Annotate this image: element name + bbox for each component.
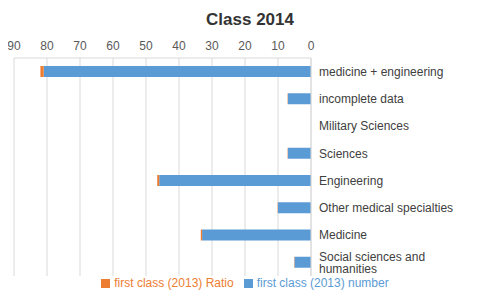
svg-text:0: 0 [308,39,315,53]
svg-text:Other medical specialties: Other medical specialties [319,201,453,215]
svg-text:Engineering: Engineering [319,174,383,188]
html-text:Class 2014: Class 2014 [206,10,294,29]
svg-text:10: 10 [271,39,285,53]
html-text:first class (2013) number: first class (2013) number [256,276,389,290]
svg-text:medicine + engineering: medicine + engineering [319,65,443,79]
svg-text:70: 70 [73,39,87,53]
html-text:first class (2013) Ratio: first class (2013) Ratio [114,276,234,290]
svg-text:50: 50 [139,39,153,53]
svg-text:Sciences: Sciences [319,147,368,161]
svg-text:incomplete data: incomplete data [319,92,404,106]
svg-text:Medicine: Medicine [319,228,367,242]
svg-text:40: 40 [172,39,186,53]
svg-text:Social sciences andhumanities: Social sciences andhumanities [319,250,425,276]
svg-text:60: 60 [106,39,120,53]
svg-text:Military Sciences: Military Sciences [319,119,409,133]
svg-text:90: 90 [8,39,21,53]
svg-text:30: 30 [205,39,219,53]
svg-text:20: 20 [238,39,252,53]
svg-text:80: 80 [40,39,54,53]
